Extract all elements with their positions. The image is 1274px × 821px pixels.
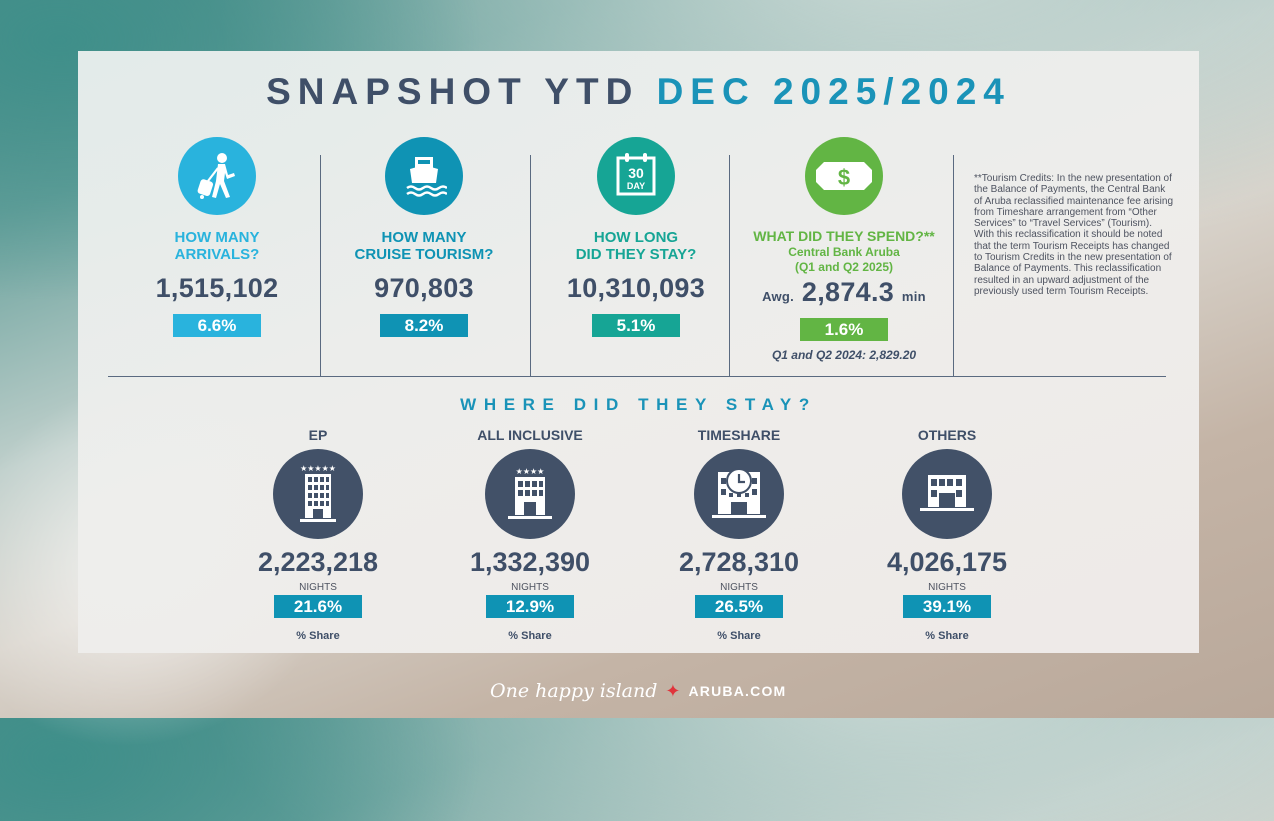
traveler-with-luggage-icon	[178, 137, 256, 215]
nights-value: 4,026,175	[886, 547, 1008, 577]
share-label: % Share	[717, 630, 761, 642]
arrivals-question-line1: HOW MANY	[174, 229, 260, 246]
accommodation-others: OTHERS 4,026,175 NIGHTS 39.1% % Share	[862, 427, 1032, 642]
five-star-hotel-icon: ★★★★★	[273, 449, 363, 539]
nights-value: 1,332,390	[469, 547, 591, 577]
nights-value: 2,728,310	[678, 547, 800, 577]
divider	[320, 155, 321, 377]
stat-cruise: HOW MANY CRUISE TOURISM? 970,803 8.2%	[340, 137, 508, 337]
nights-label: NIGHTS	[720, 582, 758, 593]
share-label: % Share	[925, 630, 969, 642]
stay-value: 10,310,093	[566, 273, 706, 303]
share-badge: 26.5%	[695, 595, 783, 618]
spend-source: Central Bank Aruba	[788, 245, 900, 259]
compass-star-icon: ✦	[665, 680, 681, 701]
stat-stay: 30 DAY HOW LONG DID THEY STAY? 10,310,09…	[552, 137, 720, 337]
accommodation-all-inclusive: ALL INCLUSIVE ★★★★ 1,332,390 NIGHTS 12.9…	[445, 427, 615, 642]
arrivals-value: 1,515,102	[155, 273, 279, 303]
svg-text:★★★★★: ★★★★★	[300, 464, 336, 473]
nights-label: NIGHTS	[511, 582, 549, 593]
accommodation-label: TIMESHARE	[697, 427, 781, 443]
divider	[530, 155, 531, 377]
where-heading: WHERE DID THEY STAY?	[460, 395, 817, 414]
spend-value: 2,874.3	[801, 277, 895, 307]
accommodation-label: EP	[308, 427, 328, 443]
snapshot-panel: SNAPSHOT YTD DEC 2025/2024 HOW MANY ARRI…	[78, 51, 1199, 653]
aruba-site-link[interactable]: ARUBA.COM	[688, 683, 787, 699]
dollar-bill-icon: $	[805, 137, 883, 215]
cruise-change-badge: 8.2%	[380, 314, 468, 337]
spend-comparison: Q1 and Q2 2024: 2,829.20	[771, 348, 917, 362]
spend-suffix: min	[901, 289, 926, 304]
nights-label: NIGHTS	[299, 582, 337, 593]
four-star-hotel-icon: ★★★★	[485, 449, 575, 539]
stat-spend: $ WHAT DID THEY SPEND?** Central Bank Ar…	[733, 137, 955, 362]
stay-change-badge: 5.1%	[592, 314, 680, 337]
share-badge: 39.1%	[903, 595, 991, 618]
building-icon	[902, 449, 992, 539]
svg-text:★★★★: ★★★★	[516, 467, 545, 476]
timeshare-building-clock-icon	[694, 449, 784, 539]
stat-arrivals: HOW MANY ARRIVALS? 1,515,102 6.6%	[136, 137, 298, 337]
cruise-question-line1: HOW MANY	[381, 229, 467, 246]
svg-text:$: $	[838, 165, 850, 190]
share-label: % Share	[508, 630, 552, 642]
page-title: SNAPSHOT YTD DEC 2025/2024	[78, 71, 1199, 113]
tourism-credits-footnote: **Tourism Credits: In the new presentati…	[974, 173, 1174, 297]
spend-question: WHAT DID THEY SPEND?**	[753, 228, 935, 244]
accommodation-label: ALL INCLUSIVE	[477, 427, 583, 443]
nights-value: 2,223,218	[257, 547, 379, 577]
cruise-question-line2: CRUISE TOURISM?	[354, 246, 494, 263]
calendar-day: DAY	[627, 181, 645, 191]
share-badge: 12.9%	[486, 595, 574, 618]
slogan: One happy island	[490, 680, 658, 702]
title-main: SNAPSHOT YTD	[266, 71, 640, 112]
accommodation-ep: EP ★★★★★ 2,223,218 NIGHTS 21.6% % Share	[233, 427, 403, 642]
arrivals-question-line2: ARRIVALS?	[174, 246, 260, 263]
accommodation-timeshare: TIMESHARE 2,728,310 NIGHTS 26.5% % Share	[654, 427, 824, 642]
title-accent: DEC 2025/2024	[656, 71, 1011, 112]
cruise-ship-icon	[385, 137, 463, 215]
footer-branding: One happy island ✦ ARUBA.COM	[490, 680, 786, 702]
share-badge: 21.6%	[274, 595, 362, 618]
accommodation-label: OTHERS	[917, 427, 977, 443]
stay-question-line1: HOW LONG	[593, 229, 679, 246]
spend-prefix: Awg.	[762, 289, 795, 304]
cruise-value: 970,803	[374, 273, 474, 303]
calendar-number: 30	[628, 165, 644, 181]
divider	[953, 155, 954, 377]
spend-period: (Q1 and Q2 2025)	[794, 260, 894, 274]
share-label: % Share	[296, 630, 340, 642]
section-divider	[108, 376, 1166, 377]
spend-change-badge: 1.6%	[800, 318, 888, 341]
stay-question-line2: DID THEY STAY?	[575, 246, 697, 263]
divider	[729, 155, 730, 377]
arrivals-change-badge: 6.6%	[173, 314, 261, 337]
nights-label: NIGHTS	[928, 582, 966, 593]
calendar-30-day-icon: 30 DAY	[597, 137, 675, 215]
